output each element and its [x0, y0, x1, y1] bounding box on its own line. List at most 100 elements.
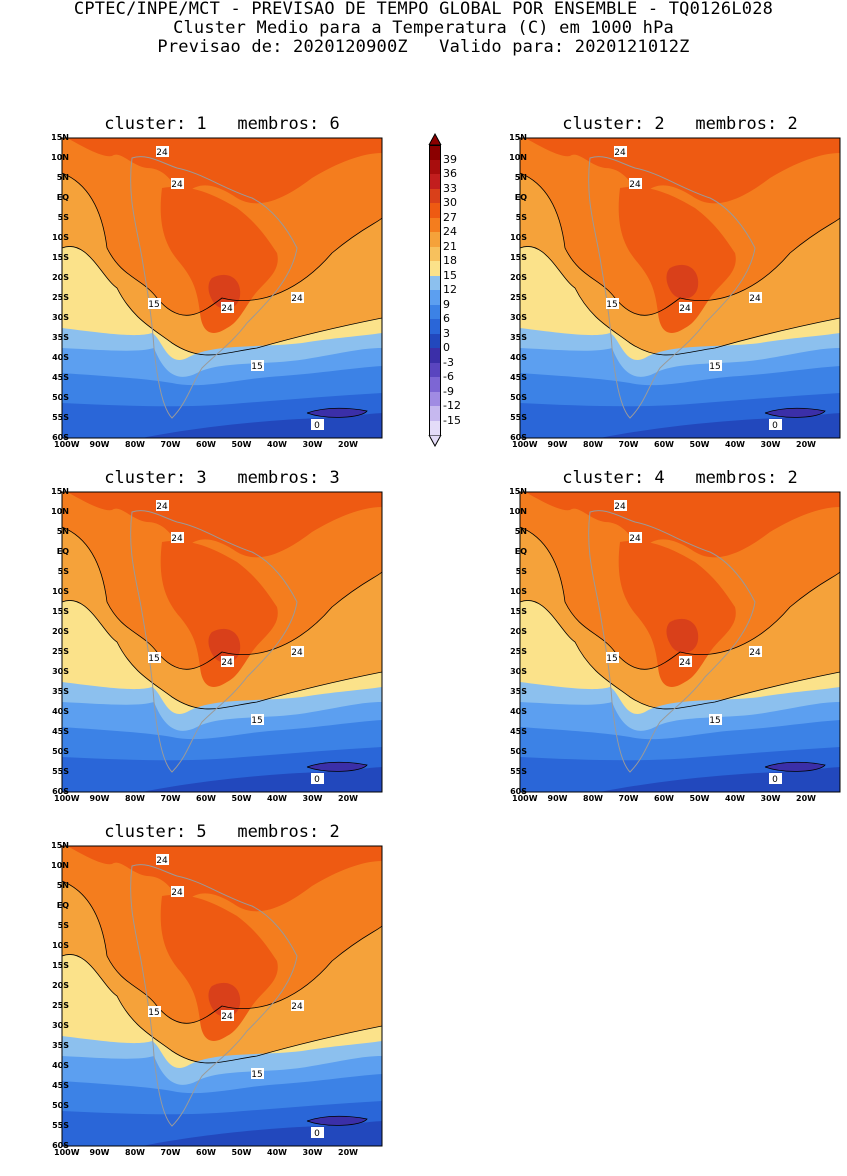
- contour-label: 15: [709, 360, 722, 372]
- contour-label: 15: [148, 298, 161, 310]
- panel-title: cluster: 5 membros: 2: [104, 822, 340, 842]
- colorbar-cell: [429, 217, 441, 232]
- colorbar-label: 15: [443, 268, 457, 282]
- contour-label: 24: [156, 500, 169, 512]
- contour-label: 24: [291, 646, 304, 658]
- y-tick-label: EQ: [514, 193, 527, 202]
- svg-text:24: 24: [291, 1002, 303, 1012]
- y-tick-label: 50S: [52, 393, 69, 402]
- y-tick-label: 25S: [510, 647, 527, 656]
- panel-cluster-1: cluster: 1 membros: 6 24 24 15 24 24 15 0 15N 10N…: [51, 114, 392, 468]
- colorbar-cell: [429, 159, 441, 174]
- y-tick-label: 35S: [52, 687, 69, 696]
- y-tick-label: 25S: [52, 293, 69, 302]
- contour-label: 15: [709, 714, 722, 726]
- contour-label: 24: [221, 1010, 234, 1022]
- x-tick-label: 50W: [689, 794, 710, 803]
- y-tick-label: 20S: [52, 273, 69, 282]
- temperature-map: 24 24 15 24 24 15 0: [61, 845, 383, 1147]
- colorbar-cell: [429, 261, 441, 276]
- svg-text:24: 24: [629, 180, 641, 190]
- svg-text:24: 24: [221, 1012, 233, 1022]
- y-tick-label: 55S: [510, 767, 527, 776]
- colorbar-cell: [429, 420, 441, 435]
- y-tick-label: 55S: [52, 413, 69, 422]
- y-tick-label: EQ: [514, 547, 527, 556]
- colorbar-cell: [429, 174, 441, 189]
- panel-cluster-2: cluster: 2 membros: 2 24 24 15 24 24 15 0 15N 10N…: [509, 114, 847, 468]
- x-tick-label: 20W: [796, 794, 816, 803]
- y-tick-label: 10N: [509, 153, 527, 162]
- y-tick-label: 10S: [510, 233, 527, 242]
- svg-text:24: 24: [156, 502, 168, 512]
- y-tick-label: 10N: [51, 861, 69, 870]
- x-tick-label: 70W: [618, 794, 639, 803]
- y-tick-label: 10N: [509, 507, 527, 516]
- y-tick-label: 10N: [51, 153, 69, 162]
- x-tick-label: 60W: [196, 794, 216, 803]
- colorbar-label: 39: [443, 152, 457, 166]
- x-tick-label: 80W: [125, 440, 145, 449]
- svg-text:24: 24: [679, 304, 691, 314]
- contour-label: 24: [171, 532, 184, 544]
- y-tick-label: 35S: [510, 687, 527, 696]
- colorbar-cell: [429, 188, 441, 203]
- colorbar-cell: [429, 362, 441, 377]
- svg-text:15: 15: [251, 362, 262, 372]
- contour-label: 24: [291, 1000, 304, 1012]
- y-tick-label: 5N: [56, 173, 69, 182]
- y-tick-label: 15N: [51, 841, 69, 850]
- x-tick-label: 80W: [125, 1148, 145, 1157]
- colorbar-cell: [429, 145, 441, 161]
- y-tick-label: 50S: [52, 747, 69, 756]
- colorbar-cell: [429, 304, 441, 319]
- contour-label: 24: [629, 532, 642, 544]
- colorbar-label: 12: [443, 283, 457, 296]
- x-tick-label: 40W: [725, 440, 745, 449]
- panel-cluster-3: cluster: 3 membros: 3 24 24 15 24 24 15 0 15N 10N…: [51, 468, 392, 822]
- colorbar-cell: [429, 275, 441, 290]
- y-tick-label: 40S: [52, 1061, 69, 1070]
- contour-label: 24: [291, 292, 304, 304]
- y-tick-label: 35S: [510, 333, 527, 342]
- y-tick-label: 25S: [52, 1001, 69, 1010]
- temperature-map: 24 24 15 24 24 15 0: [519, 491, 841, 793]
- colorbar-label: 6: [443, 312, 450, 325]
- y-tick-label: 15N: [51, 487, 69, 496]
- y-tick-label: 60S: [52, 1141, 69, 1150]
- y-tick-label: EQ: [56, 193, 69, 202]
- y-tick-label: 10S: [52, 941, 69, 950]
- colorbar-cell: [429, 333, 441, 348]
- y-tick-label: 15S: [510, 607, 527, 616]
- y-tick-label: 35S: [52, 1041, 69, 1050]
- svg-text:15: 15: [606, 300, 617, 310]
- svg-text:0: 0: [314, 421, 320, 431]
- x-tick-label: 90W: [89, 440, 110, 449]
- x-tick-label: 100W: [512, 794, 538, 803]
- y-tick-label: 55S: [510, 413, 527, 422]
- svg-text:24: 24: [614, 148, 626, 158]
- y-tick-label: 10N: [51, 507, 69, 516]
- contour-label: 15: [606, 298, 619, 310]
- colorbar-cell: [429, 246, 441, 261]
- y-tick-label: 45S: [510, 727, 527, 736]
- contour-label: 15: [251, 1068, 264, 1080]
- svg-text:15: 15: [148, 300, 159, 310]
- x-tick-label: 90W: [547, 794, 568, 803]
- svg-text:24: 24: [156, 148, 168, 158]
- contour-label: 24: [749, 292, 762, 304]
- y-tick-label: 45S: [52, 373, 69, 382]
- x-tick-label: 70W: [160, 794, 181, 803]
- y-tick-label: 60S: [510, 433, 527, 442]
- y-tick-label: 15S: [52, 253, 69, 262]
- colorbar-label: 24: [443, 225, 457, 238]
- x-tick-label: 60W: [196, 1148, 216, 1157]
- x-tick-label: 90W: [89, 1148, 110, 1157]
- x-tick-label: 90W: [89, 794, 110, 803]
- colorbar-cell: [429, 290, 441, 305]
- y-tick-label: 30S: [52, 1021, 69, 1030]
- contour-label: 24: [679, 656, 692, 668]
- y-tick-label: 25S: [52, 647, 69, 656]
- colorbar-cell: [429, 406, 441, 421]
- contour-label: 0: [311, 419, 324, 431]
